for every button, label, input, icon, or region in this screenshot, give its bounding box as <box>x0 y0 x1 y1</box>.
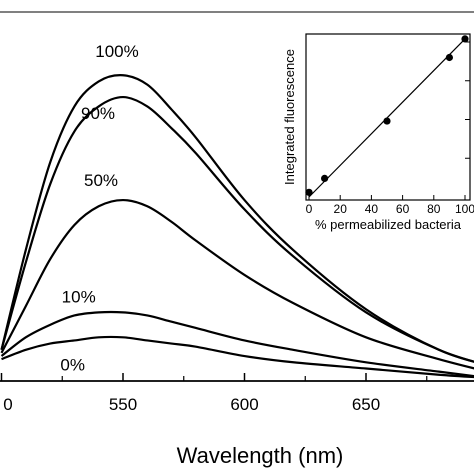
spectrum-curve-0pct <box>1 335 474 379</box>
spectrum-curve-10pct <box>0 310 474 378</box>
curve-label-10pct: 10% <box>62 287 96 306</box>
main-x-tick-label: 550 <box>109 395 137 414</box>
curve-label-0pct: 0% <box>60 355 85 374</box>
main-x-tick-label: 600 <box>230 395 258 414</box>
inset-x-tick-label: 60 <box>396 202 410 216</box>
curve-label-100pct: 100% <box>95 42 138 61</box>
main-x-axis-label: Wavelength (nm) <box>177 443 344 468</box>
curve-label-90pct: 90% <box>81 104 115 123</box>
inset-x-tick-label: 80 <box>427 202 441 216</box>
spectrum-curve-90pct <box>0 95 474 363</box>
inset-x-tick-label: 100 <box>455 202 474 216</box>
inset-y-axis-label: Integrated fluorescence <box>282 49 297 185</box>
inset-x-axis-label: % permeabilized bacteria <box>315 217 462 232</box>
inset-data-point <box>305 188 313 196</box>
inset-data-point <box>445 53 453 62</box>
inset-x-tick-label: 20 <box>334 202 348 216</box>
curve-label-50pct: 50% <box>84 171 118 190</box>
main-x-tick-label: 650 <box>352 395 380 414</box>
inset-data-point <box>461 35 469 43</box>
inset-data-point <box>321 174 329 182</box>
inset-data-point <box>383 117 391 125</box>
inset-x-tick-label: 0 <box>306 202 313 216</box>
inset-chart: 0 20 40 60 80 100 % permeabilized bacteria In… <box>282 33 474 232</box>
spectrum-curve-100pct <box>0 74 474 363</box>
inset-x-tick-label: 40 <box>365 202 379 216</box>
spectrum-curve-50pct <box>0 198 474 370</box>
main-spectra-chart: 0 550 600 650 100%90%50%10%0% Wavelength (n… <box>0 11 474 468</box>
main-x-tick-label: 0 <box>3 395 12 414</box>
